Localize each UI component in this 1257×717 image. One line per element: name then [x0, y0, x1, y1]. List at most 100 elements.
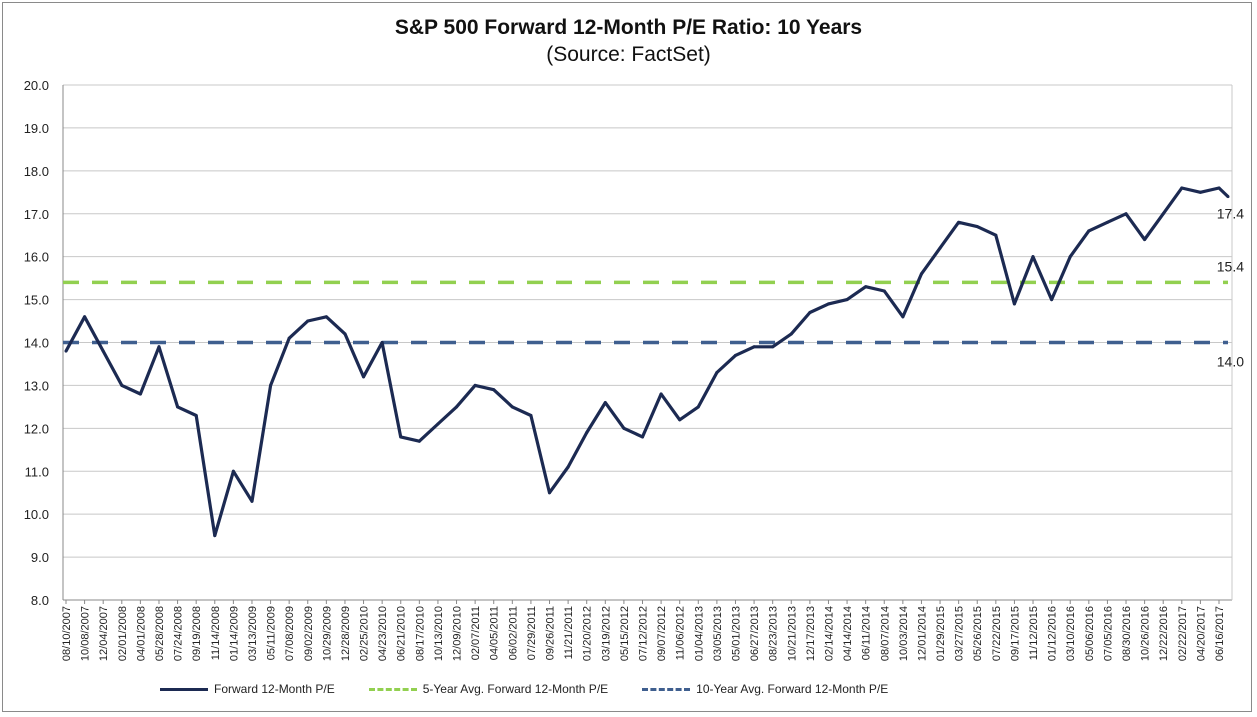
data-point: [510, 405, 514, 409]
data-point: [287, 336, 291, 340]
data-point: [324, 315, 328, 319]
legend-item-5yr-avg: 5-Year Avg. Forward 12-Month P/E: [368, 682, 609, 696]
x-tick-label: 01/29/2015: [935, 606, 947, 661]
data-point: [1143, 238, 1147, 241]
series-line-forward-pe: [64, 186, 1230, 538]
legend-label: 5-Year Avg. Forward 12-Month P/E: [422, 682, 609, 696]
data-point: [436, 422, 440, 426]
x-tick-label: 07/12/2012: [638, 606, 650, 661]
data-point: [603, 401, 607, 405]
x-tick-label: 07/08/2009: [284, 606, 296, 661]
x-tick-label: 03/27/2015: [954, 606, 966, 661]
data-point: [994, 233, 998, 237]
x-tick-label: 10/03/2014: [898, 606, 910, 661]
x-tick-label: 12/22/2016: [1158, 606, 1170, 661]
x-tick-label: 05/26/2015: [972, 606, 984, 661]
x-tick-label: 03/13/2009: [247, 606, 259, 661]
x-tick-label: 05/11/2009: [266, 606, 278, 660]
x-tick-label: 04/01/2008: [135, 606, 147, 661]
data-point: [882, 289, 886, 293]
data-point: [250, 499, 254, 503]
x-tick-label: 01/14/2009: [228, 606, 240, 661]
x-tick-label: 04/14/2014: [842, 606, 854, 661]
data-point: [1068, 255, 1072, 259]
x-tick-label: 12/04/2007: [98, 606, 110, 661]
legend-swatch: [368, 687, 417, 691]
data-point: [380, 341, 384, 344]
y-tick-label: 16.0: [24, 250, 49, 265]
y-tick-label: 15.0: [24, 293, 49, 308]
data-point: [864, 285, 868, 289]
data-point: [269, 383, 273, 387]
legend-swatch: [642, 687, 691, 691]
data-point: [64, 349, 68, 353]
x-tick-label: 01/20/2012: [582, 606, 594, 661]
y-tick-label: 14.0: [24, 336, 49, 351]
data-point: [1226, 195, 1230, 199]
data-point: [362, 375, 366, 379]
x-tick-label: 11/12/2015: [1028, 606, 1040, 660]
x-tick-label: 09/02/2009: [303, 606, 315, 661]
data-point: [343, 332, 347, 336]
x-tick-label: 08/30/2016: [1121, 606, 1133, 661]
x-tick-label: 06/11/2014: [861, 606, 873, 660]
data-point: [213, 534, 217, 538]
data-point: [492, 388, 496, 392]
y-tick-label: 20.0: [24, 78, 49, 93]
data-point: [845, 298, 849, 302]
x-tick-label: 08/10/2007: [61, 606, 73, 661]
data-point: [808, 310, 812, 314]
data-point: [1180, 186, 1184, 190]
data-point: [1012, 302, 1016, 306]
x-tick-label: 10/26/2016: [1140, 606, 1152, 661]
data-point: [101, 349, 105, 353]
chart-subtitle: (Source: FactSet): [546, 43, 711, 66]
y-tick-label: 8.0: [31, 593, 49, 608]
data-point: [938, 246, 942, 250]
data-point: [231, 469, 235, 473]
data-point: [548, 491, 552, 495]
x-tick-label: 03/10/2016: [1065, 606, 1077, 661]
data-point: [1050, 298, 1054, 302]
x-tick-label: 09/07/2012: [656, 606, 668, 661]
data-point: [120, 383, 124, 387]
data-point: [83, 315, 87, 319]
data-point: [826, 302, 830, 306]
x-tick-label: 03/05/2013: [712, 606, 724, 661]
x-tick-label: 05/15/2012: [619, 606, 631, 661]
y-tick-label: 12.0: [24, 421, 49, 436]
x-tick-label: 01/04/2013: [693, 606, 705, 661]
legend: Forward 12-Month P/E 5-Year Avg. Forward…: [160, 682, 888, 696]
data-point: [733, 353, 737, 357]
data-point: [771, 345, 775, 349]
x-tick-label: 02/25/2010: [359, 606, 371, 661]
data-point: [1161, 212, 1165, 216]
data-point: [1031, 255, 1035, 259]
x-tick-label: 09/26/2011: [545, 606, 557, 660]
y-tick-label: 19.0: [24, 121, 49, 136]
data-point: [399, 435, 403, 439]
x-tick-label: 12/01/2014: [916, 606, 928, 661]
x-tick-label: 11/06/2012: [675, 606, 687, 660]
data-point: [957, 220, 961, 224]
y-tick-label: 10.0: [24, 507, 49, 522]
x-tick-label: 07/05/2016: [1102, 606, 1114, 661]
data-point: [901, 315, 905, 319]
data-point: [529, 413, 533, 417]
data-point: [1105, 220, 1109, 224]
data-point: [622, 426, 626, 430]
legend-label: 10-Year Avg. Forward 12-Month P/E: [696, 682, 889, 696]
x-tick-label: 07/22/2015: [991, 606, 1003, 661]
x-tick-label: 02/01/2008: [117, 606, 129, 661]
data-point: [157, 345, 161, 349]
data-point: [752, 345, 756, 349]
x-tick-label: 01/12/2016: [1047, 606, 1059, 661]
data-point: [176, 405, 180, 409]
x-tick-label: 04/05/2011: [489, 606, 501, 660]
x-tick-label: 05/01/2013: [730, 606, 742, 661]
legend-item-10yr-avg: 10-Year Avg. Forward 12-Month P/E: [642, 682, 888, 696]
x-tick-label: 08/17/2010: [414, 606, 426, 661]
x-tick-label: 10/29/2009: [321, 606, 333, 661]
data-point: [641, 435, 644, 439]
